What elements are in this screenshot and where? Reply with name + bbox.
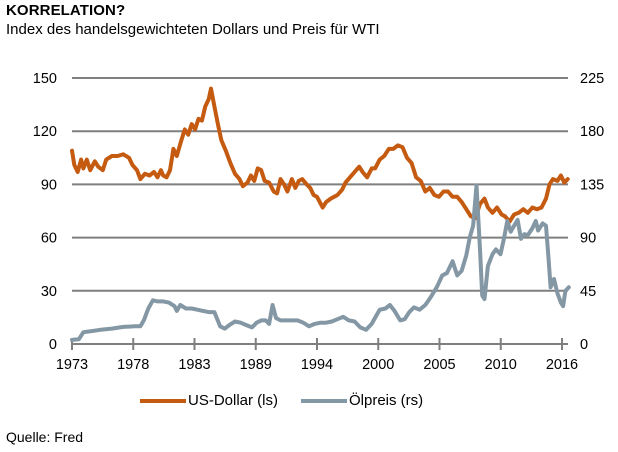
- y-tick-label-right: 0: [580, 337, 588, 353]
- x-tick-label: 2000: [362, 357, 394, 373]
- y-tick-label-right: 45: [580, 284, 596, 300]
- series-line-usd: [70, 86, 570, 224]
- y-tick-label-right: 90: [580, 231, 596, 247]
- x-axis-labels: 1973 1978 1983 1989 1994 2000 2005 2010 2016: [56, 357, 578, 373]
- x-tick-label: 1973: [56, 357, 88, 373]
- x-tick-label: 1978: [117, 357, 149, 373]
- y-tick-label-right: 180: [580, 124, 604, 140]
- legend: US-Dollar (ls) Ölpreis (rs): [0, 392, 618, 412]
- series-line-oil: [70, 183, 571, 342]
- legend-item-oil: Ölpreis (rs): [301, 392, 423, 409]
- y-tick-label-left: 60: [41, 231, 57, 247]
- legend-label-oil: Ölpreis (rs): [349, 392, 424, 409]
- y-tick-label-left: 120: [33, 124, 57, 140]
- x-tick-label: 1989: [240, 357, 272, 373]
- series-layer: [70, 86, 571, 342]
- chart-subtitle: Index des handelsgewichteten Dollars und…: [6, 21, 380, 38]
- y-axis-left: 0 30 60 90 120 150: [33, 71, 57, 353]
- source-note: Quelle: Fred: [6, 429, 84, 445]
- x-tick-label: 1994: [301, 357, 333, 373]
- y-axis-right: 0 45 90 135 180 225: [580, 71, 604, 353]
- x-tick-label: 2010: [485, 357, 517, 373]
- chart-title: KORRELATION?: [6, 2, 126, 19]
- legend-label-usd: US-Dollar (ls): [188, 392, 278, 409]
- legend-swatch-usd: [140, 398, 186, 403]
- y-tick-label-left: 90: [41, 177, 57, 193]
- x-tick-label: 2005: [423, 357, 455, 373]
- y-tick-label-left: 0: [49, 337, 57, 353]
- y-tick-label-left: 30: [41, 284, 57, 300]
- y-tick-label-right: 225: [580, 71, 604, 87]
- x-tick-label: 1983: [178, 357, 210, 373]
- y-tick-label-left: 150: [33, 71, 57, 87]
- legend-item-usd: US-Dollar (ls): [140, 392, 278, 409]
- x-tick-label: 2016: [546, 357, 578, 373]
- legend-swatch-oil: [301, 398, 347, 403]
- x-axis: [71, 338, 563, 350]
- y-tick-label-right: 135: [580, 177, 604, 193]
